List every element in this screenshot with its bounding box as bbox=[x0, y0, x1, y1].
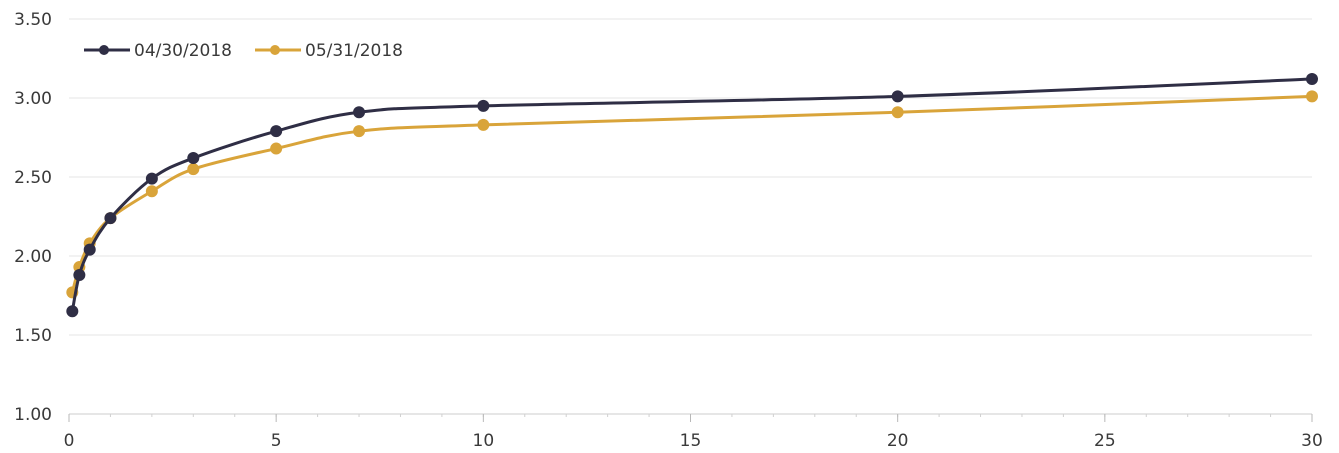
data-point bbox=[891, 106, 904, 119]
data-point bbox=[270, 125, 283, 138]
x-tick-label: 0 bbox=[64, 431, 75, 451]
data-point bbox=[353, 106, 366, 119]
data-point bbox=[145, 185, 158, 198]
axes: 1.00 1.50 2.00 2.50 3.00 3.50 0 5 10 15 20 25 30 bbox=[14, 10, 1323, 451]
legend-swatch-marker bbox=[270, 45, 280, 55]
data-point bbox=[73, 268, 86, 281]
data-point bbox=[145, 172, 158, 185]
data-point bbox=[1306, 73, 1318, 86]
data-point bbox=[477, 118, 490, 131]
legend-label: 04/30/2018 bbox=[134, 41, 232, 61]
y-tick-label: 1.50 bbox=[14, 326, 52, 346]
data-point bbox=[477, 99, 490, 112]
legend: 04/30/2018 05/31/2018 bbox=[84, 41, 403, 61]
y-tick-label: 1.00 bbox=[14, 405, 52, 425]
x-tick-label: 30 bbox=[1301, 431, 1323, 451]
series-line-0 bbox=[70, 77, 1314, 313]
data-point bbox=[187, 152, 200, 165]
data-point bbox=[187, 163, 200, 176]
series-line-1 bbox=[70, 94, 1314, 294]
x-tick-label: 25 bbox=[1094, 431, 1116, 451]
legend-label: 05/31/2018 bbox=[305, 41, 403, 61]
data-point bbox=[83, 243, 96, 256]
data-point bbox=[891, 90, 904, 103]
grid-lines bbox=[69, 18, 1312, 336]
x-tick-label: 15 bbox=[680, 431, 702, 451]
data-point bbox=[353, 125, 366, 138]
legend-swatch-marker bbox=[99, 45, 109, 55]
x-tick-label: 10 bbox=[473, 431, 495, 451]
x-tick-label: 20 bbox=[887, 431, 909, 451]
y-tick-label: 2.50 bbox=[14, 168, 52, 188]
y-tick-label: 2.00 bbox=[14, 247, 52, 267]
x-tick-label: 5 bbox=[271, 431, 282, 451]
data-point bbox=[1306, 90, 1318, 103]
series-group bbox=[66, 73, 1318, 318]
data-point bbox=[270, 142, 283, 155]
y-tick-label: 3.00 bbox=[14, 89, 52, 109]
data-point bbox=[66, 305, 79, 318]
y-tick-label: 3.50 bbox=[14, 10, 52, 30]
data-point bbox=[104, 212, 117, 225]
